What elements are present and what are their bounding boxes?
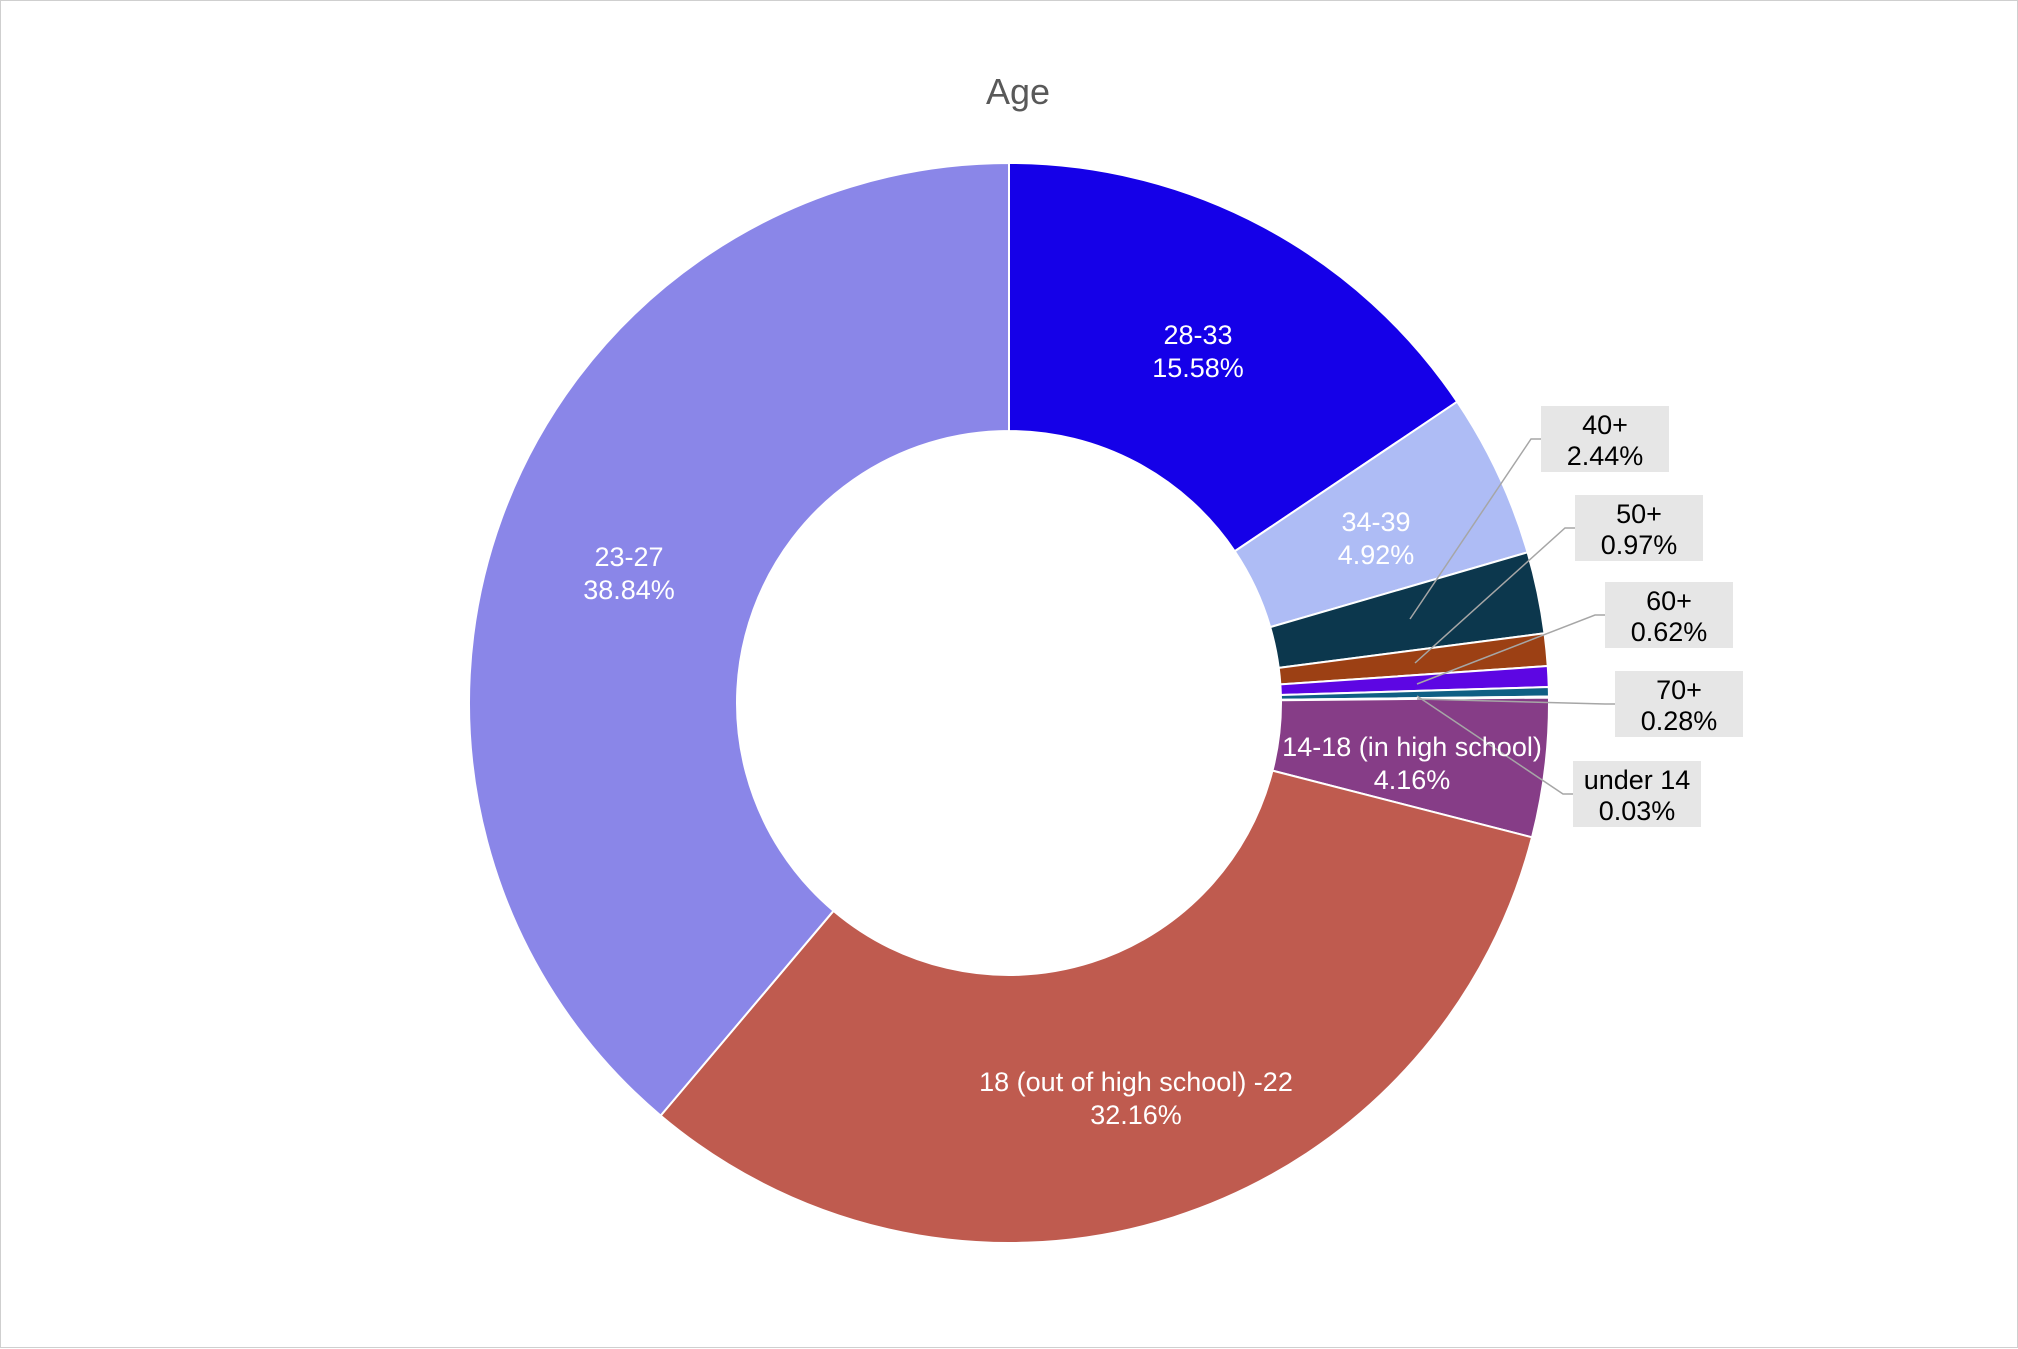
callout-lines [1409, 438, 1615, 795]
callout-box [1575, 495, 1703, 561]
slice-23-27 [468, 161, 1010, 1118]
data-label: 28-33 15.58% [1152, 320, 1244, 383]
callout-label: 50+ 0.97% [1601, 499, 1678, 560]
callout-box [1605, 582, 1733, 648]
callout-label: 60+ 0.62% [1631, 586, 1708, 647]
callout-box [1573, 761, 1701, 827]
callout-label: 70+ 0.28% [1641, 675, 1718, 736]
data-label: 34-39 4.92% [1338, 507, 1415, 570]
callout-label: under 14 0.03% [1584, 765, 1691, 826]
callout-line [1416, 614, 1605, 685]
slice-28-33 [1008, 161, 1459, 553]
callout-line [1416, 695, 1573, 795]
callout-box [1615, 671, 1743, 737]
data-label: 18 (out of high school) -22 32.16% [979, 1067, 1293, 1130]
data-label: 14-18 (in high school) 4.16% [1282, 732, 1542, 795]
callout-line [1416, 698, 1615, 705]
callout-line [1414, 527, 1575, 664]
chart-title: Age [986, 71, 1050, 112]
data-labels: 28-33 15.58% 34-39 4.92% 40+ 2.44% 50+ 0.97% 60+… [583, 320, 1743, 1130]
slices [468, 161, 1550, 1244]
data-label: 23-27 38.84% [583, 542, 675, 605]
callout-box [1541, 406, 1669, 472]
slice-18-out-of-high-school-22 [659, 769, 1534, 1244]
callout-line [1409, 438, 1541, 620]
callout-label: 40+ 2.44% [1567, 410, 1644, 471]
